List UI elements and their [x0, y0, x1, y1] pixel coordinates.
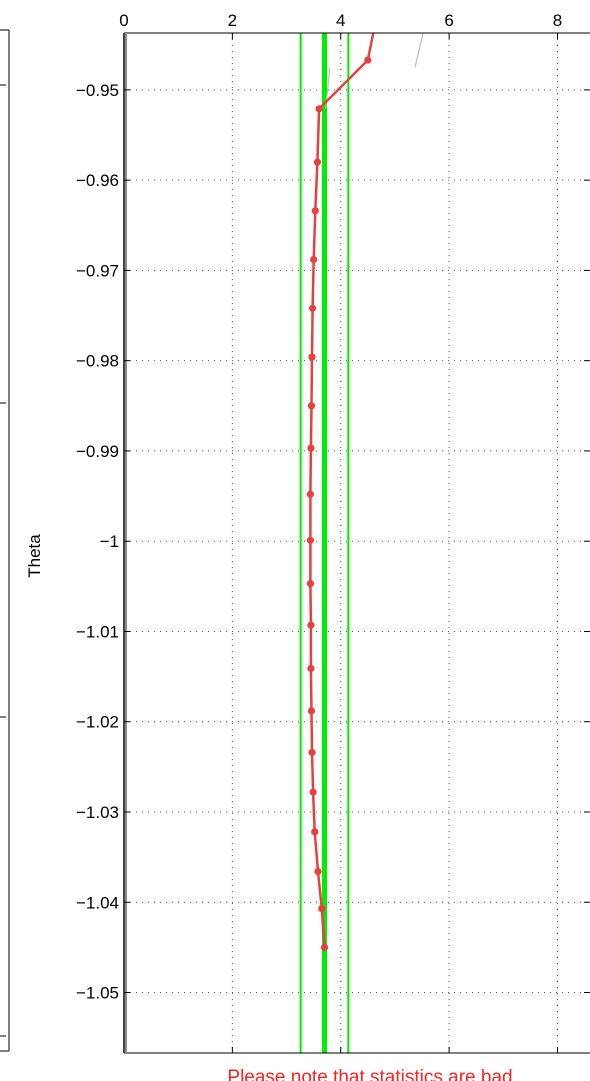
faint-segment: [414, 33, 424, 68]
data-point: [307, 621, 315, 629]
data-point: [309, 788, 317, 796]
data-point: [311, 207, 319, 215]
data-point: [364, 56, 372, 64]
y-tick-label: −1.01: [76, 622, 119, 641]
data-point: [311, 828, 319, 836]
data-point: [308, 353, 316, 361]
x-tick-label: 0: [119, 11, 128, 30]
y-tick-label: −1.03: [76, 803, 119, 822]
y-tick-label: −0.95: [76, 81, 119, 100]
data-point: [320, 943, 329, 951]
data-point: [314, 867, 322, 876]
data-point: [307, 444, 315, 452]
x-tick-label: 6: [444, 11, 453, 30]
grid: [124, 33, 590, 1053]
plot-area: [124, 33, 590, 1053]
left-panel-edge: [0, 29, 10, 1052]
y-tick-label: −1: [100, 532, 119, 551]
axis-ticks: 0 2 4 6 8 −0.95 −0.96 −0.97 −0.98 −0.99 −1 −1.01 −1.…: [76, 11, 590, 1053]
data-point: [315, 105, 323, 113]
y-tick-label: −0.97: [76, 261, 119, 280]
data-point: [307, 707, 316, 715]
y-tick-label: −0.99: [76, 442, 119, 461]
data-point: [308, 304, 317, 312]
x-tick-label: 4: [336, 11, 345, 30]
y-tick-label: −1.04: [76, 893, 119, 912]
data-point: [308, 748, 316, 757]
theta-series: [306, 33, 375, 951]
y-tick-label: −1.05: [76, 984, 119, 1003]
data-point: [306, 580, 314, 588]
y-tick-label: −1.02: [76, 713, 119, 732]
data-point: [310, 255, 318, 264]
series-line: [309, 33, 375, 948]
y-tick-label: −0.98: [76, 352, 119, 371]
data-point: [313, 158, 322, 166]
data-point: [306, 536, 314, 544]
y-tick-label: −0.96: [76, 171, 119, 190]
y-axis-band: [123, 33, 127, 1053]
y-axis-label: Theta: [25, 534, 44, 578]
data-point: [307, 664, 315, 673]
x-tick-label: 2: [228, 11, 237, 30]
data-point: [307, 402, 316, 410]
data-point: [318, 904, 326, 913]
x-tick-label: 8: [553, 11, 562, 30]
reference-lines: [299, 33, 350, 1053]
statistics-note: Please note that statistics are bad: [227, 1067, 512, 1081]
data-point: [306, 490, 314, 498]
